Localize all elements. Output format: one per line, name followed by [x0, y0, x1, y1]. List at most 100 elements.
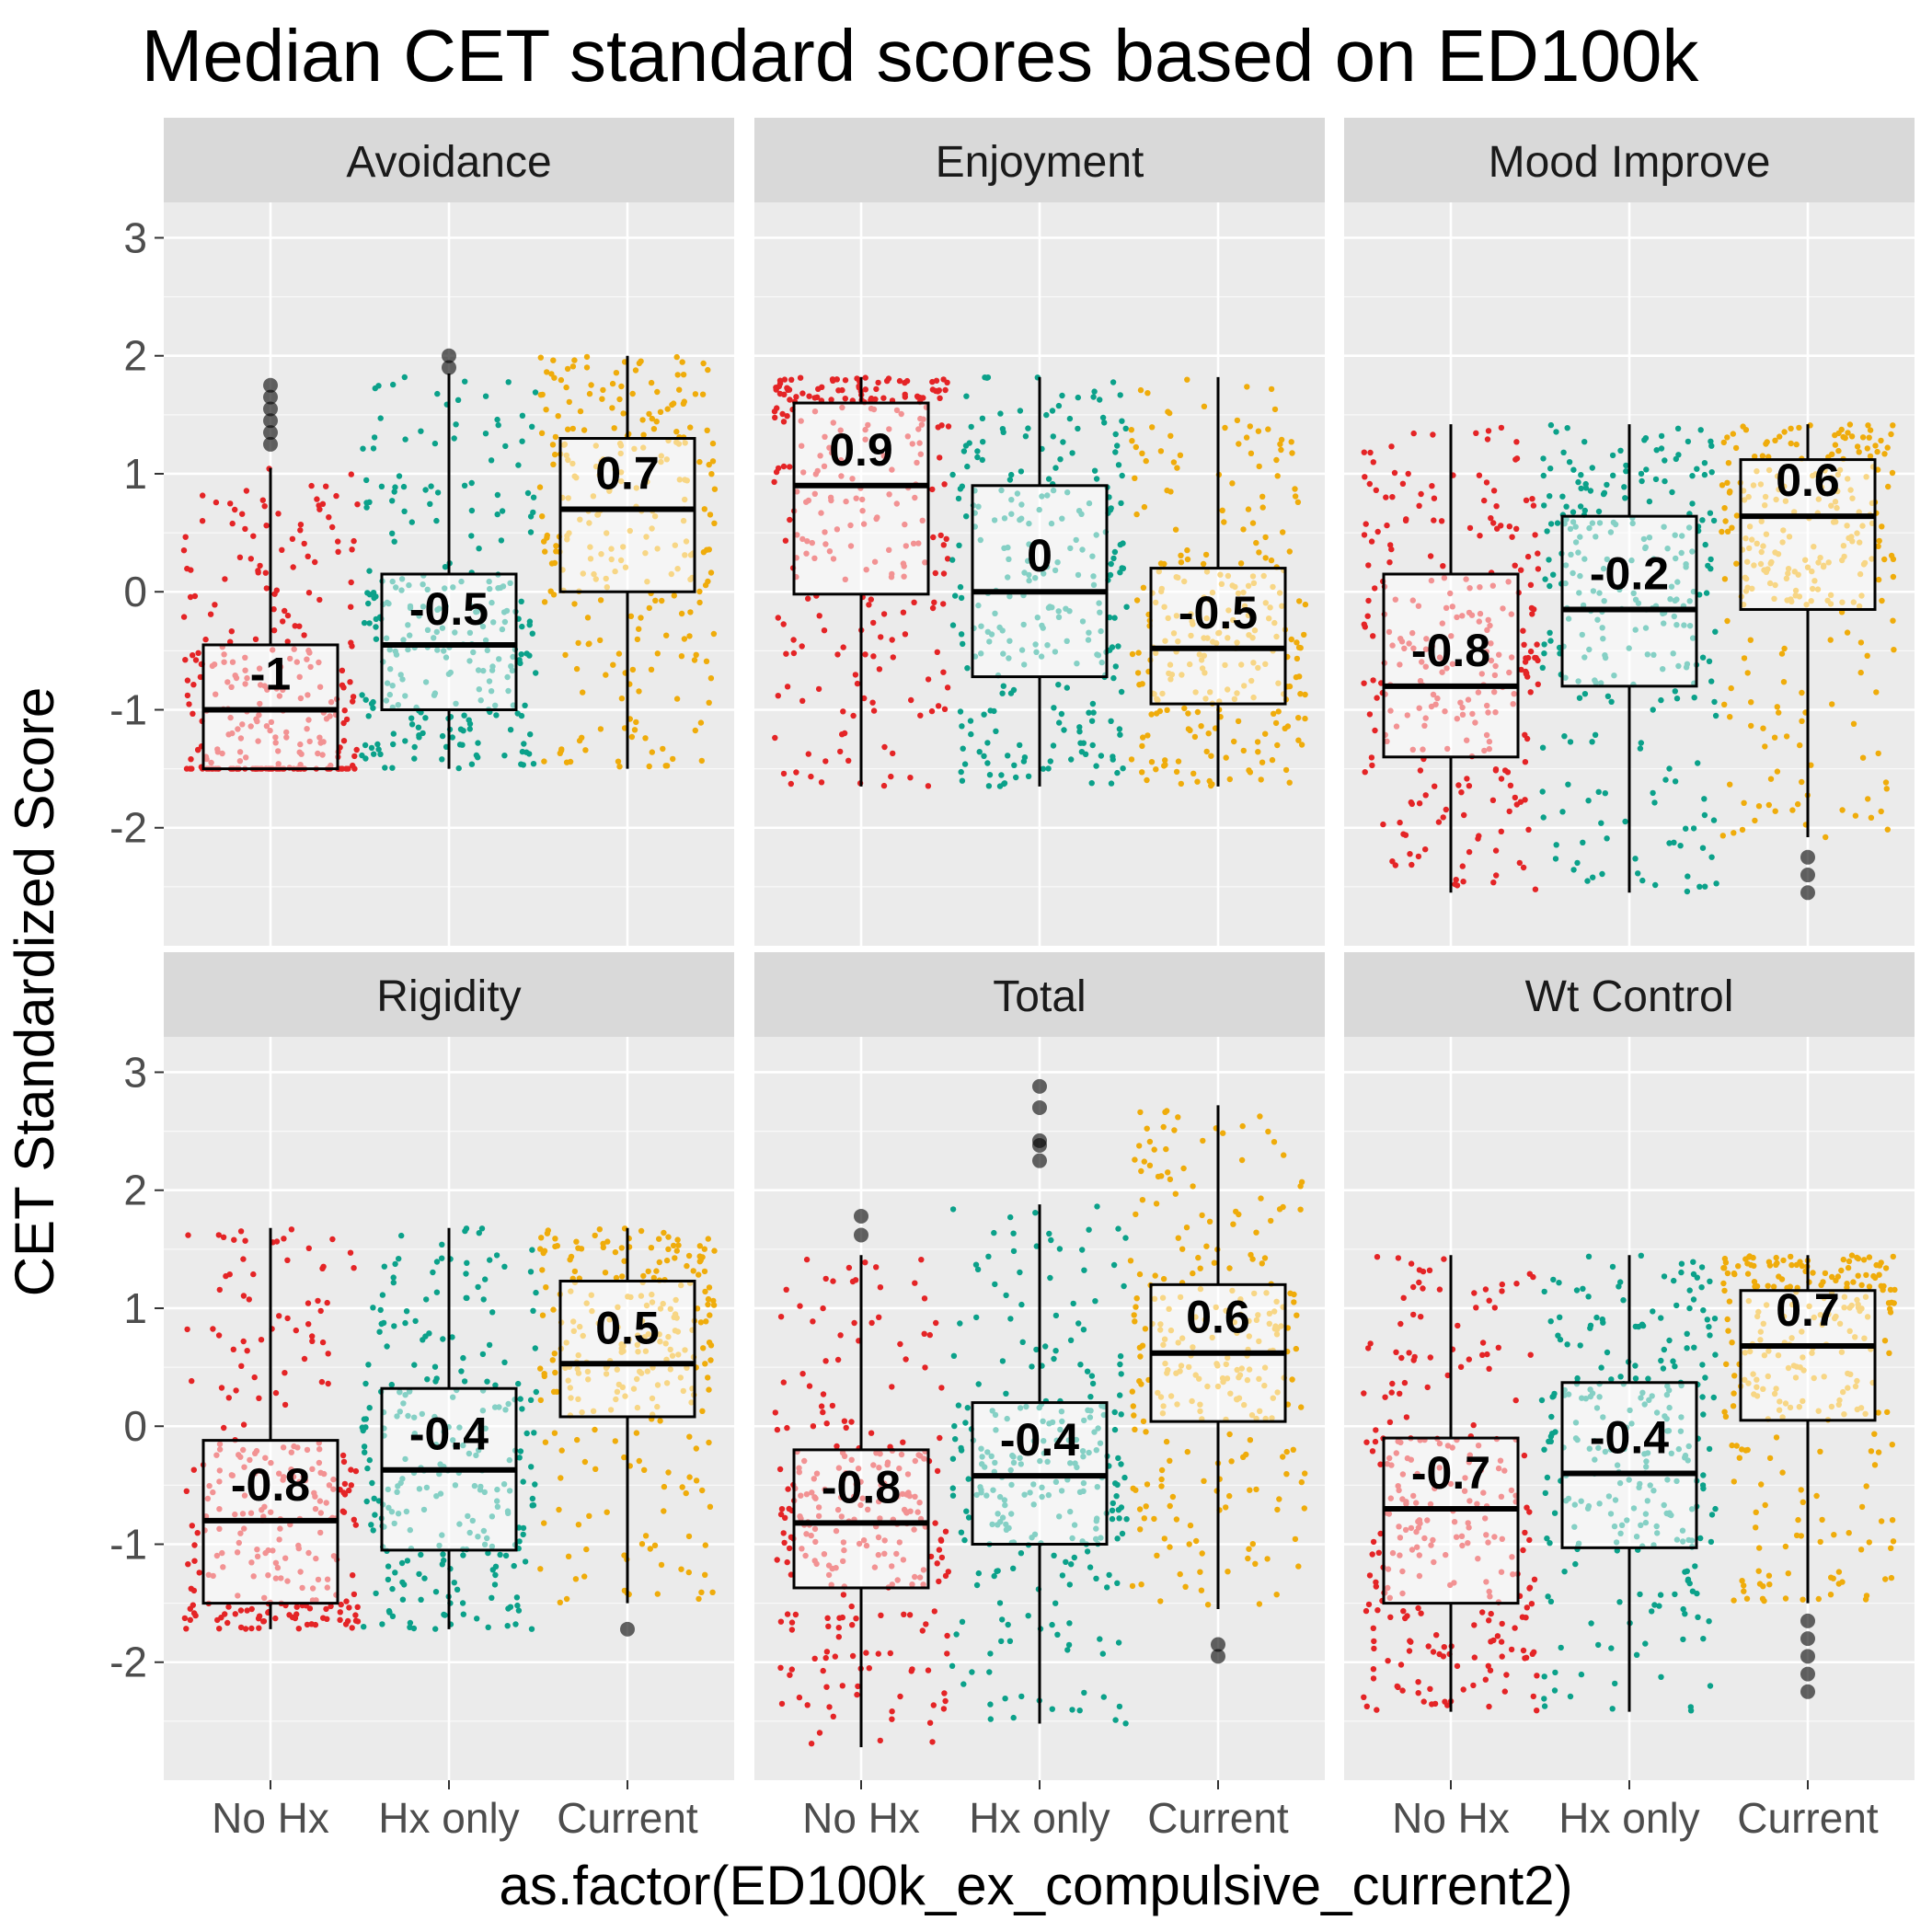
data-point	[462, 1227, 468, 1235]
data-point	[1838, 1267, 1845, 1274]
data-point	[258, 1337, 265, 1343]
data-point	[1363, 521, 1369, 527]
data-point	[1482, 1676, 1489, 1683]
data-point	[853, 1616, 859, 1622]
data-point	[1875, 576, 1882, 583]
data-point	[1799, 718, 1805, 724]
data-point	[1760, 725, 1766, 731]
data-point	[950, 1352, 958, 1360]
data-point	[1781, 429, 1788, 435]
data-point	[1740, 423, 1746, 430]
data-point	[1865, 422, 1871, 429]
data-point	[1604, 1349, 1611, 1356]
data-point	[1114, 769, 1121, 776]
data-point	[1509, 534, 1515, 540]
data-point	[1678, 1260, 1685, 1267]
data-point	[301, 632, 307, 638]
data-point	[1136, 1271, 1144, 1278]
data-point	[362, 1416, 369, 1422]
data-point	[1733, 560, 1740, 567]
data-point	[195, 747, 201, 753]
data-point	[855, 1683, 861, 1690]
data-point	[1744, 1260, 1751, 1267]
data-point	[636, 626, 642, 632]
iqr-box	[1560, 1381, 1698, 1549]
data-point	[674, 1236, 681, 1243]
data-point	[1884, 444, 1891, 451]
data-point	[1551, 1390, 1558, 1397]
data-point	[1144, 776, 1150, 784]
data-point	[191, 1558, 198, 1564]
data-point	[773, 386, 779, 393]
data-point	[1540, 472, 1547, 479]
outlier-point	[1032, 1078, 1047, 1094]
data-point	[183, 1626, 190, 1632]
data-point	[705, 578, 711, 585]
data-point	[1418, 1314, 1424, 1320]
data-point	[777, 1511, 785, 1518]
data-point	[1534, 1708, 1540, 1714]
data-point	[962, 443, 970, 449]
data-point	[1052, 465, 1059, 471]
data-point	[863, 1650, 869, 1656]
data-point	[673, 353, 680, 361]
data-point	[1495, 1344, 1502, 1351]
data-point	[320, 1263, 327, 1271]
data-point	[1283, 1448, 1290, 1455]
data-point	[799, 390, 806, 397]
data-point	[1646, 498, 1653, 505]
data-point	[1687, 1708, 1695, 1714]
data-point	[938, 1385, 945, 1391]
data-point	[515, 1607, 523, 1614]
data-point	[1666, 1337, 1673, 1344]
data-point	[1089, 742, 1096, 749]
data-point	[1184, 556, 1191, 563]
data-point	[1190, 770, 1197, 776]
data-point	[1860, 1257, 1868, 1263]
data-point	[1056, 1246, 1064, 1252]
data-point	[1857, 669, 1864, 676]
data-point	[1121, 1282, 1127, 1290]
data-point	[1595, 508, 1603, 515]
data-point	[707, 1503, 714, 1511]
data-point	[806, 393, 812, 399]
data-point	[527, 1397, 535, 1404]
data-point	[1256, 549, 1262, 556]
data-point	[281, 1236, 287, 1242]
data-point	[1485, 428, 1492, 434]
data-point	[1863, 1593, 1870, 1599]
data-point	[418, 428, 424, 434]
data-point	[520, 762, 526, 768]
box-group-no-hx: -0.8	[181, 1226, 362, 1632]
box-group-hx-only: -0.4	[359, 1225, 539, 1632]
data-point	[557, 1599, 563, 1606]
data-point	[1698, 1264, 1706, 1271]
data-point	[1146, 1162, 1154, 1169]
data-point	[1122, 425, 1129, 431]
data-point	[1525, 826, 1532, 833]
data-point	[293, 1327, 299, 1334]
data-point	[1119, 418, 1125, 424]
data-point	[1490, 880, 1497, 886]
data-point	[286, 1612, 293, 1618]
data-point	[1258, 776, 1264, 783]
data-point	[1829, 1273, 1835, 1281]
data-point	[272, 1615, 279, 1622]
data-point	[1110, 1500, 1117, 1507]
y-tick-label: -1	[109, 685, 147, 733]
data-point	[1239, 1122, 1246, 1130]
y-tick-label: -1	[109, 1520, 147, 1568]
data-point	[1139, 769, 1145, 776]
data-point	[821, 627, 828, 634]
data-point	[662, 763, 669, 769]
data-point	[292, 1615, 299, 1622]
data-point	[687, 424, 694, 431]
data-point	[1161, 1535, 1168, 1542]
data-point	[575, 639, 581, 647]
data-point	[312, 558, 318, 566]
data-point	[1384, 522, 1390, 529]
data-point	[1157, 560, 1165, 567]
data-point	[1743, 1595, 1751, 1602]
data-point	[473, 752, 480, 759]
data-point	[374, 741, 381, 748]
